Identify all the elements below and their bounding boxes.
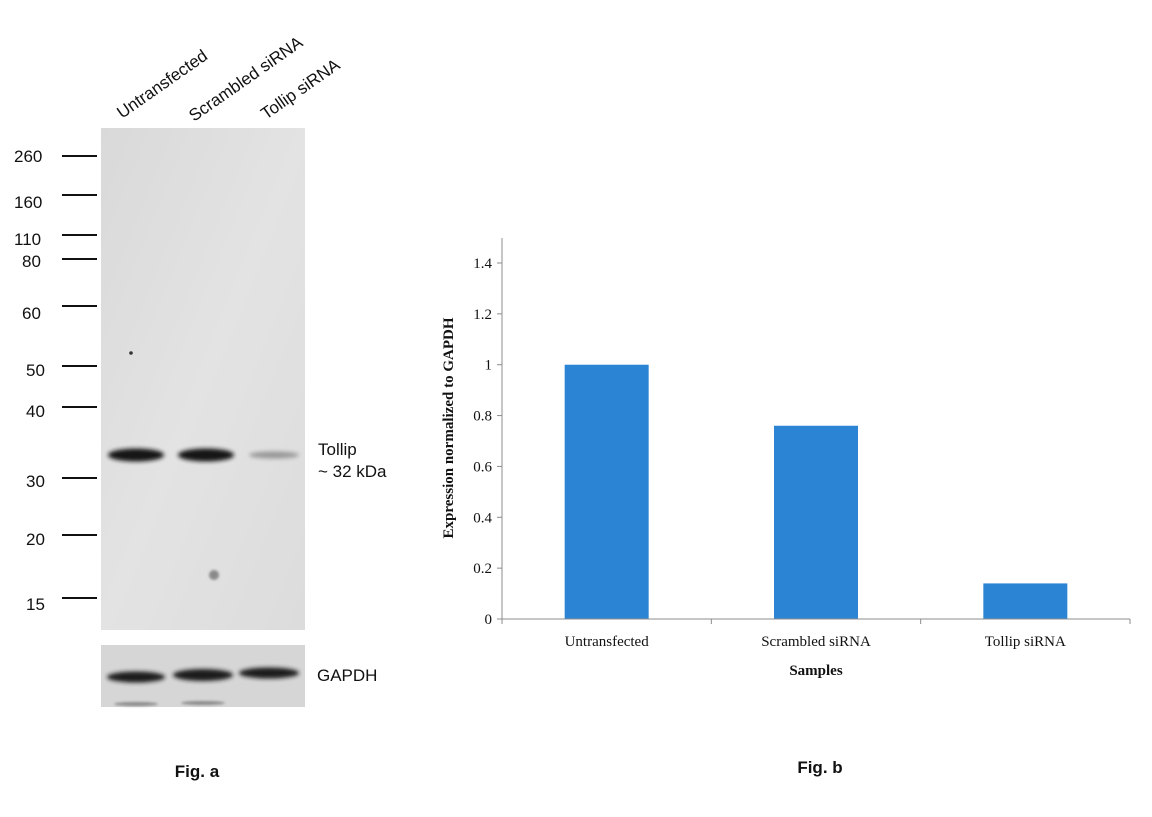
bar xyxy=(774,425,858,619)
blot-svg: Untransfected Scrambled siRNA Tollip siR… xyxy=(14,32,387,781)
membrane-speck xyxy=(129,351,133,355)
gapdh-band xyxy=(173,669,233,681)
band-label-size: ~ 32 kDa xyxy=(318,462,387,481)
membrane-smudge xyxy=(209,570,219,580)
band-label-protein: Tollip xyxy=(318,440,357,459)
fig-a-caption: Fig. a xyxy=(175,762,220,781)
gapdh-band xyxy=(239,667,299,679)
gapdh-bands xyxy=(107,667,299,706)
marker-label: 30 xyxy=(26,472,45,491)
western-blot-figure: Untransfected Scrambled siRNA Tollip siR… xyxy=(0,0,420,812)
tollip-bands xyxy=(108,448,299,462)
gapdh-faint-band xyxy=(114,702,158,706)
x-tick-label: Untransfected xyxy=(565,634,650,650)
tollip-band xyxy=(108,448,164,462)
tollip-band xyxy=(249,451,299,459)
y-tick-label: 1.4 xyxy=(473,256,492,272)
marker-label: 160 xyxy=(14,193,42,212)
gapdh-band xyxy=(107,671,165,683)
y-tick-label: 0.4 xyxy=(473,510,492,526)
y-axis-title: Expression normalized to GAPDH xyxy=(441,317,457,538)
x-tick-label: Tollip siRNA xyxy=(985,634,1066,650)
gapdh-faint-band xyxy=(181,701,225,705)
y-tick-label: 1 xyxy=(485,358,493,374)
marker-label: 40 xyxy=(26,402,45,421)
marker-label: 80 xyxy=(22,252,41,271)
blot-membrane xyxy=(101,128,305,630)
gapdh-label: GAPDH xyxy=(317,666,377,685)
bar-chart-figure: 0 0.2 0.4 0.6 0.8 1 1.2 1.4 Untransfected Scramb… xyxy=(420,0,1152,812)
marker-label: 60 xyxy=(22,304,41,323)
y-tick-label: 0.2 xyxy=(473,561,492,577)
bar xyxy=(983,583,1068,619)
x-axis-title: Samples xyxy=(789,663,843,679)
bar-chart-svg: 0 0.2 0.4 0.6 0.8 1 1.2 1.4 Untransfected Scramb… xyxy=(441,238,1131,777)
mw-markers: 260 160 110 80 60 50 40 30 20 15 xyxy=(14,147,97,614)
tollip-band xyxy=(178,448,234,462)
marker-label: 20 xyxy=(26,530,45,549)
bars xyxy=(564,364,1068,619)
marker-label: 50 xyxy=(26,361,45,380)
marker-label: 260 xyxy=(14,147,42,166)
y-tick-label: 0 xyxy=(485,612,493,628)
y-axis-ticks: 0 0.2 0.4 0.6 0.8 1 1.2 1.4 xyxy=(473,256,502,628)
lane-label-scrambled: Scrambled siRNA xyxy=(185,32,306,125)
x-tick-label: Scrambled siRNA xyxy=(761,634,871,650)
fig-b-caption: Fig. b xyxy=(797,758,842,777)
y-tick-label: 0.8 xyxy=(473,409,492,425)
marker-label: 15 xyxy=(26,595,45,614)
y-tick-label: 0.6 xyxy=(473,459,492,475)
x-axis-ticks: Untransfected Scrambled siRNA Tollip siRNA xyxy=(501,619,1131,650)
bar xyxy=(564,364,649,619)
y-tick-label: 1.2 xyxy=(473,307,492,323)
marker-label: 110 xyxy=(14,230,41,249)
